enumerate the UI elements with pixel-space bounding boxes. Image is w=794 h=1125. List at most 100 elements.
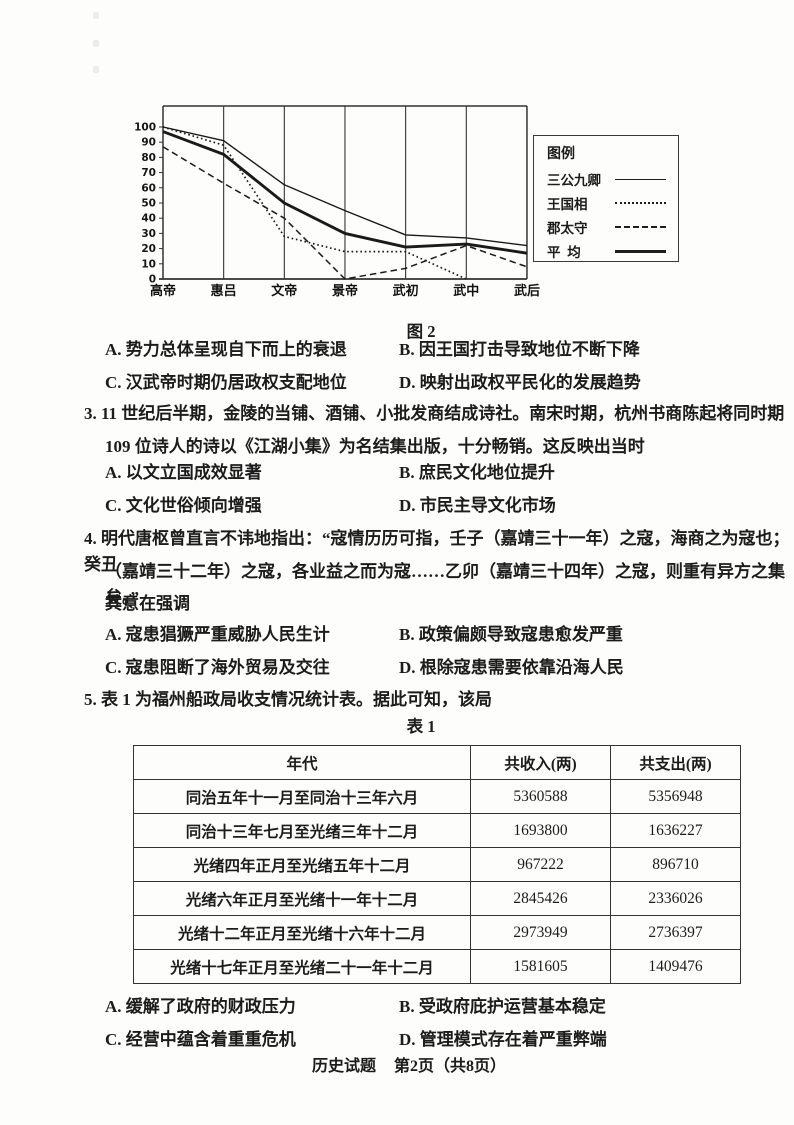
table-row: 同治十三年七月至光绪三年十二月 1693800 1636227 (133, 813, 741, 848)
x-tick-label: 武后 (514, 283, 540, 298)
q2-options-row-1: A. 势力总体呈现自下而上的衰退 B. 因王国打击导致地位不断下降 (0, 337, 794, 363)
era-cell: 光绪六年正月至光绪十一年十二月 (133, 881, 471, 916)
table-header: 年代 共收入(两) 共支出(两) (133, 745, 741, 780)
table-row: 光绪四年正月至光绪五年十二月 967222 896710 (133, 847, 741, 882)
table-header-row: 年代 共收入(两) 共支出(两) (133, 745, 741, 780)
y-tick-label: 40 (141, 213, 156, 225)
q3-option-d: D. 市民主导文化市场 (399, 496, 556, 515)
amount-cell: 1409476 (610, 949, 741, 984)
q5-option-d: D. 管理模式存在着严重弊端 (399, 1030, 607, 1049)
figure-caption: 图 2 (406, 322, 436, 341)
q4-stem-line-3: 其意在强调 (105, 594, 190, 613)
legend-entry: 郡太守 (547, 215, 666, 239)
q2-option-c: C. 汉武帝时期仍居政权支配地位 (105, 373, 347, 392)
amount-cell: 2736397 (610, 915, 741, 950)
chart-legend: 图例 三公九卿王国相郡太守平 均 (533, 135, 679, 262)
amount-cell: 5360588 (470, 779, 611, 814)
x-tick-label: 文帝 (271, 283, 297, 298)
series-line-dashed (162, 146, 528, 280)
scan-artifact (93, 12, 99, 19)
q4-option-b: B. 政策偏颇导致寇患愈发严重 (399, 625, 623, 644)
q4-options-row-2: C. 寇患阻断了海外贸易及交往 D. 根除寇患需要依靠沿海人民 (0, 655, 794, 681)
header-expense: 共支出(两) (610, 745, 741, 780)
legend-title: 图例 (547, 147, 575, 162)
q4-options-row-1: A. 寇患猖獗严重威胁人民生计 B. 政策偏颇导致寇患愈发严重 (0, 622, 794, 648)
legend-entry: 平 均 (547, 239, 666, 263)
amount-cell: 896710 (610, 847, 741, 882)
q4-stem-line-1: 4. 明代唐枢曾直言不讳地指出：“寇情历历可指，壬子（嘉靖三十一年）之寇，海商之… (84, 529, 790, 574)
q5-stem-line-1: 5. 表 1 为福州船政局收支情况统计表。据此可知，该局 (84, 690, 492, 709)
figure-line-chart: 0 10 20 30 40 50 60 70 80 90 100 高帝 惠吕 文帝 景帝 武初 武中 武后 (134, 105, 540, 298)
q3-stem-line-2: 109 位诗人的诗以《江湖小集》为名结集出版，十分畅销。这反映出当时 (105, 437, 645, 456)
q4-option-c: C. 寇患阻断了海外贸易及交往 (105, 658, 330, 677)
footer-page-info: 第2页（共8页） (394, 1058, 507, 1075)
q3-option-b: B. 庶民文化地位提升 (399, 463, 555, 482)
table-row: 光绪六年正月至光绪十一年十二月 2845426 2336026 (133, 881, 741, 916)
era-cell: 光绪十二年正月至光绪十六年十二月 (133, 915, 471, 950)
q5-options-row-2: C. 经营中蕴含着重重危机 D. 管理模式存在着严重弊端 (0, 1027, 794, 1053)
amount-cell: 967222 (470, 847, 611, 882)
y-tick-label: 30 (141, 228, 156, 240)
q3-option-a: A. 以文立国成效显著 (105, 463, 262, 482)
legend-entries: 三公九卿王国相郡太守平 均 (547, 167, 666, 263)
q5-option-a: A. 缓解了政府的财政压力 (105, 997, 296, 1016)
amount-cell: 1693800 (470, 813, 611, 848)
amount-cell: 2336026 (610, 881, 741, 916)
statistics-table: 年代 共收入(两) 共支出(两) 同治五年十一月至同治十三年六月 5360588 5… (133, 745, 741, 984)
legend-label: 三公九卿 (547, 173, 601, 188)
y-tick-label: 20 (141, 243, 156, 255)
amount-cell: 1636227 (610, 813, 741, 848)
q4-option-a: A. 寇患猖獗严重威胁人民生计 (105, 625, 330, 644)
table-body: 同治五年十一月至同治十三年六月 5360588 5356948 同治十三年七月至光绪三… (133, 779, 741, 984)
table-caption: 表 1 (406, 717, 436, 736)
table-row: 光绪十二年正月至光绪十六年十二月 2973949 2736397 (133, 915, 741, 950)
y-tick-label: 100 (134, 122, 156, 134)
era-cell: 光绪十七年正月至光绪二十一年十二月 (133, 949, 471, 984)
page-footer: 历史试题 第2页（共8页） (12, 1054, 794, 1080)
q2-options-row-2: C. 汉武帝时期仍居政权支配地位 D. 映射出政权平民化的发展趋势 (0, 370, 794, 396)
y-tick-label: 50 (141, 198, 156, 210)
y-tick-label: 80 (141, 152, 156, 164)
amount-cell: 5356948 (610, 779, 741, 814)
q2-option-b: B. 因王国打击导致地位不断下降 (399, 340, 640, 359)
x-tick-label: 惠吕 (211, 283, 237, 298)
era-cell: 光绪四年正月至光绪五年十二月 (133, 847, 471, 882)
x-tick-label: 武初 (393, 283, 419, 298)
q3-stem-line-1: 3. 11 世纪后半期，金陵的当铺、酒铺、小批发商结成诗社。南宋时期，杭州书商陈… (84, 404, 785, 423)
legend-line-sample (615, 202, 666, 204)
series-line-solid-thin (162, 126, 528, 247)
q5-options-row-1: A. 缓解了政府的财政压力 B. 受政府庇护运营基本稳定 (0, 994, 794, 1020)
q5-option-c: C. 经营中蕴含着重重危机 (105, 1030, 296, 1049)
legend-label: 平 均 (547, 245, 581, 260)
q3-option-c: C. 文化世俗倾向增强 (105, 496, 262, 515)
era-cell: 同治五年十一月至同治十三年六月 (133, 779, 471, 814)
scan-artifact (93, 40, 99, 47)
legend-entry: 王国相 (547, 191, 666, 215)
legend-line-sample (615, 178, 666, 180)
footer-doc-title: 历史试题 (311, 1058, 376, 1075)
q4-option-d: D. 根除寇患需要依靠沿海人民 (399, 658, 624, 677)
era-cell: 同治十三年七月至光绪三年十二月 (133, 813, 471, 848)
amount-cell: 1581605 (470, 949, 611, 984)
q4-stem-line-2: （嘉靖三十二年）之寇，各业益之而为寇……乙卯（嘉靖三十四年）之寇，则重有异方之集… (105, 562, 785, 607)
x-tick-label: 武中 (453, 283, 479, 298)
amount-cell: 2845426 (470, 881, 611, 916)
y-tick-label: 0 (149, 274, 156, 286)
x-tick-label: 景帝 (332, 283, 358, 298)
y-tick-label: 70 (141, 167, 156, 179)
x-tick-label: 高帝 (150, 283, 176, 298)
series-line-solid-thick (162, 130, 528, 255)
legend-line-sample (615, 226, 666, 228)
legend-label: 郡太守 (547, 221, 588, 236)
table-row: 光绪十七年正月至光绪二十一年十二月 1581605 1409476 (133, 949, 741, 984)
q2-option-d: D. 映射出政权平民化的发展趋势 (399, 373, 641, 392)
q3-options-row-2: C. 文化世俗倾向增强 D. 市民主导文化市场 (0, 493, 794, 519)
y-tick-label: 10 (141, 258, 156, 270)
legend-line-sample (615, 249, 666, 253)
q3-options-row-1: A. 以文立国成效显著 B. 庶民文化地位提升 (0, 460, 794, 486)
q5-option-b: B. 受政府庇护运营基本稳定 (399, 997, 606, 1016)
header-income: 共收入(两) (470, 745, 611, 780)
legend-entry: 三公九卿 (547, 167, 666, 191)
legend-label: 王国相 (547, 197, 588, 212)
